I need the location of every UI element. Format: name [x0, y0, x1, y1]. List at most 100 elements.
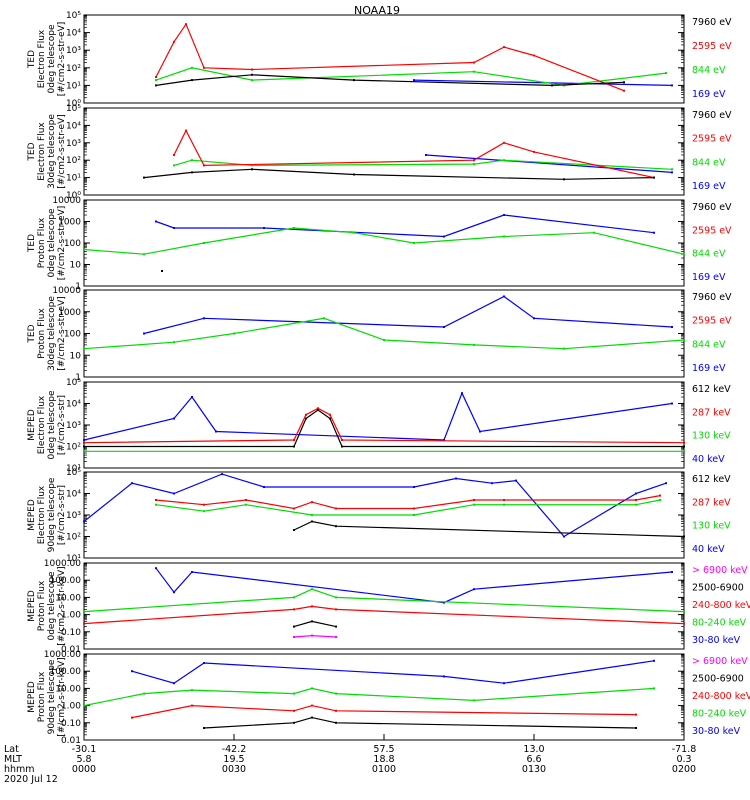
data-point [293, 608, 295, 611]
data-point [503, 503, 505, 506]
legend-entry: 2500-6900 [692, 674, 744, 685]
data-point [203, 317, 205, 320]
data-point [443, 326, 445, 328]
data-point [443, 675, 445, 678]
data-point [683, 339, 685, 341]
legend-entry: 287 keV [692, 497, 731, 508]
data-point [161, 270, 163, 272]
panel-frame [83, 14, 685, 104]
legend-entry: 2595 eV [692, 41, 732, 52]
y-tick-label: 10² [66, 64, 81, 74]
x-tick-label-hhmm: 0100 [372, 764, 396, 775]
data-point [251, 68, 253, 71]
data-point [503, 159, 505, 162]
panel-frame [83, 107, 685, 196]
legend-entry: 130 keV [692, 431, 731, 442]
x-axis-row-label: Lat [4, 744, 19, 755]
y-tick-label: 1000.00 [44, 559, 81, 569]
data-point [203, 662, 205, 664]
x-tick-label-lat: 57.5 [373, 744, 394, 755]
legend-entry: 40 keV [692, 454, 725, 465]
series-line-red [131, 704, 637, 719]
data-point [191, 171, 193, 174]
y-tick-label: 10⁴ [66, 400, 81, 410]
y-axis-label-line: Electron Flux [37, 395, 47, 454]
data-point [413, 486, 415, 488]
panel-frame [83, 199, 685, 287]
data-point [683, 622, 685, 625]
data-point [251, 79, 253, 82]
legend-entry: 2595 eV [692, 225, 732, 236]
data-point [317, 407, 319, 410]
series-line-blue [83, 473, 667, 538]
y-axis-label-line: 0deg telescope [47, 571, 57, 641]
data-point [293, 445, 295, 448]
data-point [191, 689, 193, 692]
y-tick-label: 10000 [52, 286, 81, 296]
x-tick-label-lat: -30.1 [72, 744, 97, 755]
data-point [671, 168, 673, 171]
y-axis-label-line: TED [27, 50, 37, 69]
data-point [551, 84, 553, 87]
y-tick-label: 10⁴ [66, 490, 81, 500]
data-point [473, 588, 475, 591]
data-point [293, 636, 295, 638]
y-tick-label: 10³ [66, 46, 81, 56]
y-axis-label-line: 0deg telescope [47, 24, 57, 94]
panel-3: 1 10 100 1000 10000 TED Proton Flux 0deg telesc… [27, 196, 732, 292]
data-point [251, 164, 253, 167]
data-point [683, 441, 685, 444]
data-point [593, 231, 595, 234]
data-point [131, 482, 133, 485]
data-point [671, 84, 673, 87]
y-axis-label-line: Proton Flux [37, 580, 47, 631]
data-point [191, 571, 193, 573]
x-tick-label-hhmm: 0000 [72, 764, 96, 775]
y-axis-label-line: [#/cm2-s-str] [57, 485, 67, 545]
legend-entry: 844 eV [692, 157, 726, 168]
y-tick-label: 10² [66, 443, 81, 453]
y-tick-label: 10000 [52, 196, 81, 206]
y-tick-label: 1000 [58, 218, 81, 228]
data-point [473, 343, 475, 346]
y-axis-label-line: MEPED [27, 499, 37, 531]
panel-5: 10¹ 10² 10³ 10⁴ 10⁵ MEPED Electron Flux 0deg te… [27, 378, 731, 474]
legend-entry: 80-240 keV [692, 618, 747, 629]
legend-entry: 169 eV [692, 181, 726, 192]
y-tick-label: 0.10 [61, 628, 81, 638]
series-line-black [155, 74, 625, 87]
data-point [335, 608, 337, 611]
data-point [203, 503, 205, 506]
data-point [413, 79, 415, 82]
data-point [671, 402, 673, 405]
data-point [173, 492, 175, 495]
x-tick-label-hhmm: 0200 [672, 764, 696, 775]
data-point [143, 253, 145, 256]
data-point [413, 514, 415, 516]
data-point [83, 450, 85, 453]
series-line-blue [83, 391, 673, 441]
data-point [293, 529, 295, 531]
data-point [533, 317, 535, 320]
y-tick-label: 10⁴ [66, 29, 81, 39]
data-point [311, 588, 313, 591]
y-axis-label-line: Proton Flux [37, 217, 47, 268]
data-point [143, 176, 145, 179]
data-point [503, 214, 505, 216]
data-point [305, 413, 307, 416]
y-axis-label-line: Electron Flux [37, 29, 47, 88]
legend-entry: 7960 eV [692, 17, 732, 28]
data-point [245, 499, 247, 501]
y-axis-label-line: MEPED [27, 681, 37, 713]
series-line-black [203, 716, 637, 729]
data-point [383, 339, 385, 341]
panel-8: 0.01 0.10 1.00 10.00 100.00 1000.00 MEPED Proto… [27, 650, 750, 746]
y-tick-label: 1 [75, 373, 81, 383]
data-point [683, 535, 685, 538]
y-tick-label: 10¹ [66, 174, 81, 184]
y-axis-label-line: [#/cm2-s-str-eV] [57, 22, 67, 97]
series-line-black [293, 620, 337, 628]
data-point [683, 450, 685, 453]
panel-2: 10⁰ 10¹ 10² 10³ 10⁴ 10⁵ TED Electron Flux 30deg … [27, 104, 732, 201]
